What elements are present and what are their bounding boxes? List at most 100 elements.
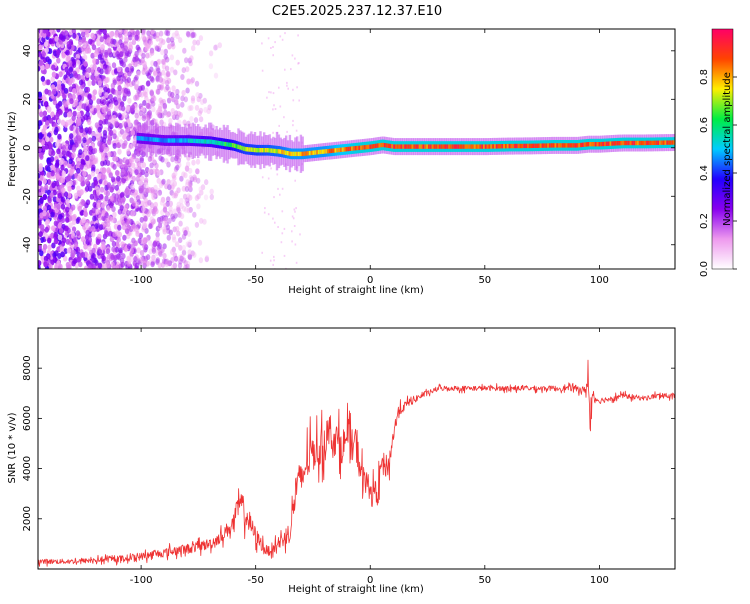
spectrogram-noise-cell	[180, 74, 185, 80]
spectrogram-cell	[671, 140, 675, 145]
spectrogram-noise-cell	[121, 168, 126, 175]
spectrogram-cell	[420, 144, 424, 149]
spectrogram-noise-cell	[103, 33, 108, 40]
y-tick-label: 2000	[22, 506, 33, 531]
spectrogram-cell	[347, 146, 350, 152]
spectrogram-cell	[385, 143, 389, 148]
spectrogram-noise-cell	[203, 194, 209, 201]
colorbar-label: Normalized spectral amplitude	[722, 72, 733, 226]
spectrogram-noise-cell	[292, 119, 294, 122]
spectrogram-noise-cell	[196, 203, 201, 210]
spectrogram-noise-cell	[165, 224, 171, 231]
spectrogram-noise-cell	[67, 185, 72, 192]
spectrogram-noise-cell	[197, 239, 203, 246]
spectrogram-noise-layer	[38, 29, 303, 269]
spectrogram-noise-cell	[182, 193, 188, 200]
spectrogram-noise-cell	[112, 133, 117, 140]
spectrogram-noise-cell	[119, 257, 125, 264]
spectrogram-noise-cell	[55, 167, 61, 174]
spectrogram-cell	[363, 145, 367, 150]
snr-panel: -100 -50 0 50 100 2000 4000 6000 8000 Height of…	[7, 327, 676, 595]
spectrogram-noise-cell	[51, 71, 57, 78]
spectrogram-noise-cell	[98, 224, 104, 231]
spectrogram-cell	[180, 138, 183, 143]
spectrogram-noise-cell	[170, 249, 175, 255]
spectrogram-noise-cell	[76, 135, 82, 142]
spectrogram-noise-cell	[98, 214, 103, 221]
spectrogram-noise-cell	[76, 167, 81, 174]
spectrogram-noise-cell	[188, 180, 193, 186]
spectrogram-cell	[567, 143, 570, 148]
spectrogram-noise-cell	[68, 86, 73, 93]
spectrogram-noise-cell	[54, 114, 60, 121]
spectrogram-noise-cell	[151, 100, 156, 107]
spectrogram-panel: -100 -50 0 50 100 -40 -20 0 20 40 Height of stra…	[7, 28, 676, 296]
spectrogram-noise-cell	[186, 230, 192, 237]
spectrogram-noise-cell	[138, 232, 143, 239]
spectrogram-noise-cell	[47, 48, 53, 55]
spectrogram-noise-cell	[132, 138, 137, 145]
spectrogram-noise-cell	[112, 150, 117, 157]
spectrogram-noise-cell	[181, 205, 187, 212]
spectrogram-cell	[164, 138, 167, 143]
spectrogram-noise-cell	[188, 60, 193, 67]
spectrogram-cell	[211, 139, 215, 145]
spectrogram-noise-cell	[104, 230, 109, 236]
spectrogram-noise-cell	[93, 51, 99, 58]
spectrogram-noise-cell	[183, 230, 188, 236]
spectrogram-noise-cell	[130, 156, 135, 163]
spectrogram-noise-cell	[295, 261, 298, 264]
spectrogram-cell	[246, 147, 249, 152]
spectrogram-cell	[556, 143, 559, 148]
spectrogram-cell	[534, 143, 537, 148]
spectrogram-noise-cell	[267, 213, 270, 216]
spectrogram-noise-cell	[174, 99, 179, 106]
spectrogram-noise-cell	[56, 246, 61, 253]
spectrogram-cell	[334, 148, 337, 153]
spectrogram-noise-cell	[106, 108, 112, 115]
spectrogram-cell	[563, 143, 566, 148]
spectrogram-cell	[382, 142, 385, 148]
spectrogram-noise-cell	[173, 69, 178, 76]
spectrogram-noise-cell	[102, 137, 107, 144]
spectrogram-noise-cell	[134, 262, 140, 269]
spectrogram-cell	[450, 144, 453, 149]
spectrogram-cell	[545, 143, 548, 148]
spectrogram-noise-cell	[87, 80, 92, 87]
spectrogram-noise-cell	[126, 210, 131, 216]
spectrogram-cell	[242, 146, 246, 151]
spectrogram-noise-cell	[99, 145, 104, 152]
spectrogram-noise-cell	[172, 208, 177, 215]
spectrogram-noise-cell	[97, 233, 102, 240]
spectrogram-noise-cell	[151, 255, 156, 262]
spectrogram-cell	[244, 146, 248, 152]
spectrogram-cell	[151, 137, 154, 142]
spectrogram-noise-cell	[126, 90, 131, 97]
spectrogram-cell	[521, 143, 524, 149]
spectrogram-noise-cell	[41, 94, 46, 101]
spectrogram-noise-cell	[158, 76, 164, 83]
x-tick-label: 100	[590, 575, 609, 586]
spectrogram-noise-cell	[213, 72, 219, 79]
spectrogram-noise-cell	[176, 201, 181, 208]
spectrogram-noise-cell	[134, 50, 139, 57]
spectrogram-noise-cell	[191, 159, 196, 166]
spectrogram-noise-cell	[83, 114, 88, 121]
spectrogram-noise-cell	[91, 263, 96, 269]
spectrogram-cell	[644, 140, 647, 146]
spectrogram-noise-cell	[144, 182, 149, 189]
spectrogram-cell	[479, 144, 482, 149]
spectrogram-noise-cell	[44, 63, 50, 70]
spectrogram-noise-cell	[99, 44, 105, 51]
spectrogram-noise-cell	[167, 217, 172, 224]
spectrogram-cell	[543, 143, 546, 148]
spectrogram-cell	[594, 142, 598, 147]
spectrogram-noise-cell	[155, 257, 160, 264]
spectrogram-noise-cell	[198, 186, 203, 193]
y-tick-label: -40	[22, 237, 33, 253]
spectrogram-cell	[149, 137, 152, 142]
spectrogram-noise-cell	[47, 237, 52, 244]
spectrogram-cell	[561, 143, 565, 148]
spectrogram-cell	[167, 138, 171, 143]
